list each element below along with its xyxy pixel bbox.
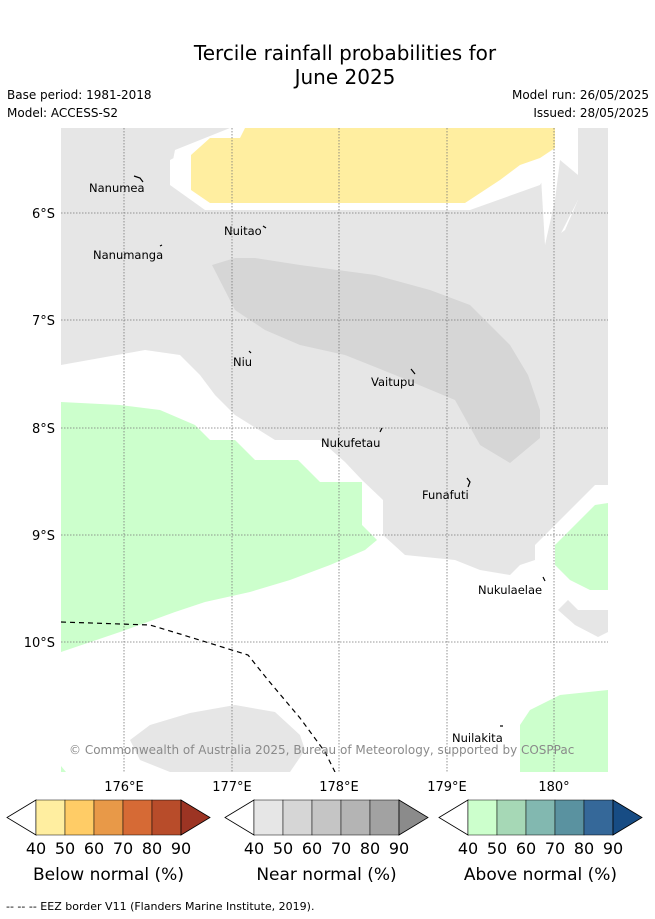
eez-border [61,621,336,772]
below-normal-region [191,128,555,203]
title-line-1: Tercile rainfall probabilities for [193,41,497,65]
colorbar-tick: 60 [516,839,536,858]
place-label: Nukufetau [321,436,380,450]
colorbar-over-triangle [180,799,211,836]
colorbar-swatch [122,799,153,836]
colorbar-tick: 80 [574,839,594,858]
model-run: Model run: 26/05/2025 [511,88,649,102]
colorbar-label: Above normal (%) [464,865,617,885]
colorbar-swatch [282,799,313,836]
map-title: Tercile rainfall probabilities for June … [0,41,655,89]
lon-label: 178°E [319,780,359,795]
colorbar-swatch [340,799,371,836]
colorbar-tick: 60 [84,839,104,858]
place-label: Nukulaelae [478,583,542,597]
lat-label: 10°S [24,636,55,651]
eez-legend: -- -- -- EEZ border V11 (Flanders Marine… [6,900,315,913]
colorbar-tick: 70 [113,839,133,858]
lon-label: 180° [538,780,569,795]
colorbar-under-triangle [438,799,469,836]
lat-label: 7°S [32,314,55,329]
colorbar-swatch [496,799,527,836]
colorbar-tick: 80 [360,839,380,858]
colorbar-swatch [93,799,124,836]
place-label: Funafuti [422,488,469,502]
colorbar-swatch [369,799,400,836]
colorbar-tick: 70 [331,839,351,858]
lon-label: 179°E [427,780,467,795]
colorbar-tick: 50 [273,839,293,858]
colorbar-swatch [583,799,614,836]
colorbar-under-triangle [224,799,255,836]
island-marks [133,175,546,727]
colorbar-tick: 90 [603,839,623,858]
colorbar-swatch [151,799,182,836]
copyright-text: © Commonwealth of Australia 2025, Bureau… [69,743,574,757]
colorbar-tick: 80 [142,839,162,858]
place-label: Nuitao [224,224,262,238]
place-label: Nuilakita [452,731,503,745]
lat-label: 9°S [32,529,55,544]
colorbar-tick: 40 [244,839,264,858]
colorbar-under-triangle [6,799,37,836]
graticule [61,128,608,772]
above-normal-region [61,402,377,652]
near-normal-50-region [212,258,540,463]
place-label: Vaitupu [371,375,415,389]
colorbars: 40 50 60 70 80 90 Below normal (%) 40 50 60 70 80 90… [6,799,643,885]
colorbar-tick: 40 [458,839,478,858]
colorbar-tick: 50 [487,839,507,858]
colorbar-tick: 90 [389,839,409,858]
map-area: Nanumea Nuitao Nanumanga Niu Vaitupu Nuk… [61,128,608,772]
colorbar-tick: 40 [26,839,46,858]
colorbar-swatch [525,799,556,836]
colorbar-swatch [253,799,284,836]
colorbar-0: 40 50 60 70 80 90 Below normal (%) [6,799,211,885]
place-label: Niu [233,355,252,369]
colorbar-tick: 60 [302,839,322,858]
place-label: Nanumanga [93,248,163,262]
colorbar-swatch [554,799,585,836]
colorbar-swatch [35,799,66,836]
lon-label: 176°E [104,780,144,795]
lat-label: 8°S [32,422,55,437]
colorbar-swatch [467,799,498,836]
colorbar-1: 40 50 60 70 80 90 Near normal (%) [224,799,429,885]
place-label: Nanumea [89,181,145,195]
base-period: Base period: 1981-2018 [7,88,152,102]
title-line-2: June 2025 [294,65,396,89]
colorbar-over-triangle [398,799,429,836]
colorbar-tick: 50 [55,839,75,858]
colorbar-label: Near normal (%) [256,865,396,885]
colorbar-tick: 90 [171,839,191,858]
lat-label: 6°S [32,207,55,222]
colorbar-over-triangle [612,799,643,836]
lon-label: 177°E [212,780,252,795]
issued-date: Issued: 28/05/2025 [533,106,649,120]
colorbar-tick: 70 [545,839,565,858]
model-name: Model: ACCESS-S2 [7,106,119,120]
colorbar-swatch [64,799,95,836]
colorbar-2: 40 50 60 70 80 90 Above normal (%) [438,799,643,885]
colorbar-swatch [311,799,342,836]
colorbar-label: Below normal (%) [33,865,184,885]
